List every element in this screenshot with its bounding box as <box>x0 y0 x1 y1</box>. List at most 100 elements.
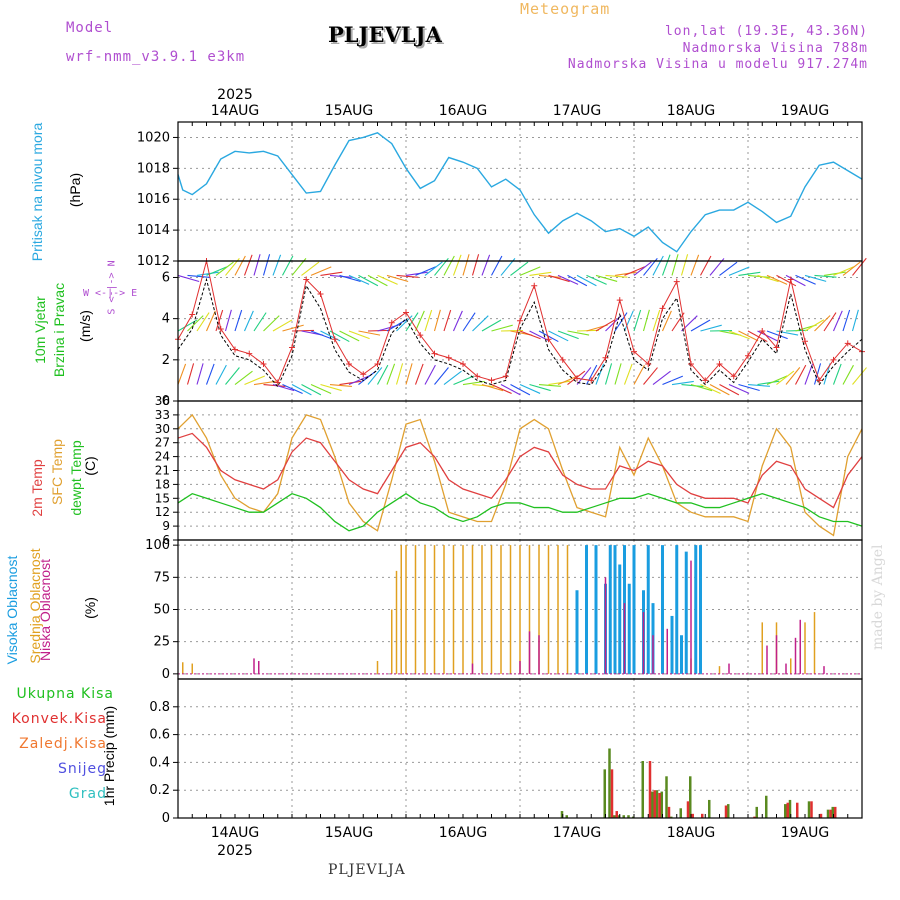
wind-arrow-0-55 <box>700 255 712 276</box>
footer-station: PLJEVLJA <box>328 862 406 878</box>
conv-precip-bar-16 <box>834 806 837 818</box>
wind-speed-marker-17 <box>417 332 424 339</box>
wind-arrow-0-59 <box>738 271 761 276</box>
wind-arrow-1-66 <box>804 319 825 332</box>
wind-arrow-0-51 <box>661 254 671 276</box>
conv-precip-bar-11 <box>786 802 789 818</box>
wind-arrow-0-25 <box>415 266 436 276</box>
ytick-label-2-10: 36 <box>155 394 170 408</box>
model-label: Model <box>66 20 114 36</box>
wind-speed-marker-31 <box>616 297 623 304</box>
wind-speed-marker-45 <box>816 377 823 384</box>
wind-arrow-1-68 <box>823 312 837 332</box>
wind-arrow-0-70 <box>842 261 861 276</box>
wind-arrow-2-62 <box>766 375 788 386</box>
total-precip-bar-13 <box>665 776 668 818</box>
x-label-bottom-0: 14AUG <box>211 825 260 841</box>
ytick-label-4-1: 0.2 <box>149 783 170 798</box>
wind-arrow-0-52 <box>671 254 679 276</box>
wind-arrow-2-29 <box>453 375 475 386</box>
wind-arrow-2-53 <box>681 383 704 388</box>
wind-speed-marker-30 <box>602 354 609 361</box>
ytick-label-3-4: 100 <box>145 538 170 553</box>
panel-border-0 <box>177 121 863 262</box>
ytick-label-2-4: 18 <box>155 477 170 491</box>
wind-arrow-0-53 <box>680 254 689 276</box>
wind-arrow-1-40 <box>557 330 579 340</box>
x-label-bottom-2: 16AUG <box>439 825 488 841</box>
wind-speed-marker-8 <box>289 344 295 351</box>
wind-arrow-0-57 <box>719 261 738 276</box>
total-precip-bar-1 <box>565 815 568 818</box>
wind-arrow-0-61 <box>757 274 779 283</box>
wind-arrow-2-65 <box>795 364 807 385</box>
wind-arrow-2-57 <box>719 384 740 396</box>
conv-precip-bar-8 <box>701 813 704 818</box>
wind-arrow-2-50 <box>652 370 671 385</box>
wind-arrow-1-52 <box>671 312 685 332</box>
wind-arrow-1-31 <box>472 315 489 332</box>
wind-speed-marker-25 <box>531 282 538 289</box>
wind-arrow-2-4 <box>215 364 227 385</box>
wind-arrow-0-66 <box>804 274 827 282</box>
wind-arrow-2-58 <box>728 384 750 394</box>
wind-arrow-2-8 <box>253 380 276 386</box>
wind-arrow-1-19 <box>358 330 381 336</box>
wind-arrow-2-17 <box>339 380 362 386</box>
wind-arrow-1-5 <box>224 309 232 332</box>
ytick-label-2-3: 15 <box>155 491 170 505</box>
wind-arrow-2-12 <box>291 384 312 396</box>
total-precip-bar-2 <box>603 769 606 818</box>
ytick-label-0-0: 1012 <box>137 254 170 269</box>
wind-arrow-1-1 <box>187 315 204 332</box>
pressure-line <box>177 132 863 253</box>
panel-border-4 <box>177 678 863 819</box>
wind-arrow-1-36 <box>519 330 541 340</box>
x-label-top-4: 18AUG <box>667 103 716 119</box>
ytick-label-2-7: 27 <box>155 436 170 450</box>
x-label-top-2: 16AUG <box>439 103 488 119</box>
wind-speed-marker-18 <box>431 350 438 357</box>
ytick-label-3-2: 50 <box>153 603 170 618</box>
ytick-label-0-4: 1020 <box>137 130 170 145</box>
ytick-label-0-1: 1014 <box>137 223 170 238</box>
wind-arrow-2-21 <box>377 364 389 385</box>
wind-arrow-2-27 <box>434 367 449 385</box>
wind-arrow-2-69 <box>832 363 842 385</box>
conv-precip-bar-3 <box>653 790 656 818</box>
wind-arrow-0-54 <box>690 254 700 276</box>
ytick-label-1-2: 4 <box>162 312 170 327</box>
wind-speed-marker-6 <box>260 360 267 367</box>
wind-arrow-2-13 <box>301 384 322 396</box>
wind-arrow-2-61 <box>757 380 780 386</box>
wind-arrow-0-9 <box>262 254 271 276</box>
wind-arrow-2-35 <box>510 384 531 396</box>
ytick-label-2-9: 33 <box>155 408 170 422</box>
wind-arrow-1-18 <box>348 330 370 340</box>
ytick-label-1-0: 0 <box>162 394 170 409</box>
lonlat-label: lon,lat (19.3E, 43.36N) <box>664 24 868 39</box>
wind-arrow-1-47 <box>623 310 634 332</box>
wind-arrow-1-46 <box>614 312 628 332</box>
wind-gust-line <box>177 277 863 388</box>
wind-arrow-2-63 <box>776 370 795 385</box>
wind-arrow-1-50 <box>652 309 661 332</box>
wind-speed-marker-33 <box>645 360 652 367</box>
total-precip-bar-5 <box>617 815 621 818</box>
wind-arrow-1-32 <box>481 319 502 332</box>
total-precip-bar-25 <box>831 806 834 818</box>
wind-arrow-1-44 <box>595 319 616 332</box>
wind-arrow-1-33 <box>491 324 513 332</box>
wind-speed-marker-16 <box>403 309 409 316</box>
wind-arrow-0-10 <box>272 254 282 276</box>
wind-arrow-2-37 <box>529 384 551 392</box>
wind-arrow-2-42 <box>576 367 592 385</box>
ytick-label-1-1: 2 <box>162 353 170 368</box>
wind-speed-marker-9 <box>303 276 310 283</box>
ytick-label-3-3: 75 <box>153 570 170 585</box>
wind-arrow-0-39 <box>548 274 570 283</box>
wind-arrow-2-28 <box>443 370 462 385</box>
wind-arrow-2-66 <box>804 363 814 385</box>
wind-arrow-2-0 <box>177 363 187 385</box>
total-precip-bar-17 <box>708 799 711 818</box>
